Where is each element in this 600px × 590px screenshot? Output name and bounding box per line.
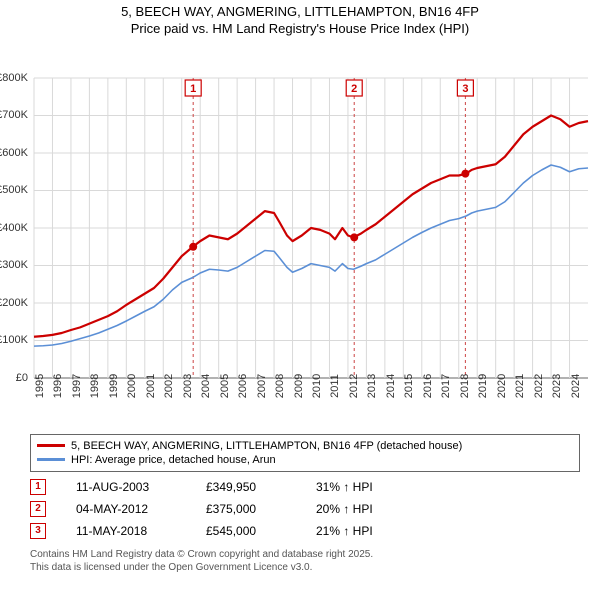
x-axis-tick-label: 2006 [237, 374, 249, 398]
svg-text:1: 1 [190, 83, 196, 95]
legend-item: 5, BEECH WAY, ANGMERING, LITTLEHAMPTON, … [37, 439, 573, 453]
legend-item: HPI: Average price, detached house, Arun [37, 453, 573, 467]
legend-swatch [37, 444, 65, 447]
y-axis-tick-label: £400K [0, 222, 28, 234]
svg-text:3: 3 [462, 83, 468, 95]
legend: 5, BEECH WAY, ANGMERING, LITTLEHAMPTON, … [30, 434, 580, 472]
x-axis-tick-label: 2012 [348, 374, 360, 398]
x-axis-tick-label: 2000 [126, 374, 138, 398]
sale-marker-box: 3 [30, 523, 46, 539]
sale-marker-box: 1 [30, 479, 46, 495]
x-axis-tick-label: 2024 [570, 374, 582, 398]
chart-container: { "title_line1": "5, BEECH WAY, ANGMERIN… [0, 0, 600, 574]
x-axis-tick-label: 2020 [496, 374, 508, 398]
x-axis-tick-label: 2016 [422, 374, 434, 398]
x-axis-tick-label: 1996 [52, 374, 64, 398]
sale-row: 2 04-MAY-2012 £375,000 20% ↑ HPI [30, 498, 580, 520]
svg-text:2: 2 [351, 83, 357, 95]
x-axis-tick-label: 2021 [514, 374, 526, 398]
x-axis-tick-label: 2010 [311, 374, 323, 398]
x-axis-tick-label: 2003 [182, 374, 194, 398]
x-axis-tick-label: 2007 [256, 374, 268, 398]
y-axis-tick-label: £200K [0, 297, 28, 309]
y-axis-tick-label: £800K [0, 72, 28, 84]
sale-price: £375,000 [206, 502, 286, 516]
sale-row: 1 11-AUG-2003 £349,950 31% ↑ HPI [30, 476, 580, 498]
sale-price: £349,950 [206, 480, 286, 494]
x-axis-tick-label: 2004 [200, 374, 212, 398]
x-axis-tick-label: 2008 [274, 374, 286, 398]
x-axis-tick-label: 1999 [108, 374, 120, 398]
y-axis-tick-label: £600K [0, 147, 28, 159]
x-axis-tick-label: 2022 [533, 374, 545, 398]
x-axis-tick-label: 2018 [459, 374, 471, 398]
chart-plot-area: 1 2 3 £0 £100K £200K £300K £400K £500K £600K £700… [0, 38, 600, 428]
footer-line-1: Contains HM Land Registry data © Crown c… [30, 548, 580, 561]
x-axis-tick-label: 2014 [385, 374, 397, 398]
x-axis-tick-label: 2013 [366, 374, 378, 398]
y-axis-tick-label: £300K [0, 259, 28, 271]
y-axis-tick-label: £700K [0, 109, 28, 121]
sale-hpi: 21% ↑ HPI [316, 524, 416, 538]
x-axis-tick-label: 1997 [71, 374, 83, 398]
legend-label: HPI: Average price, detached house, Arun [71, 454, 276, 466]
x-axis-tick-label: 2005 [219, 374, 231, 398]
sale-date: 04-MAY-2012 [76, 502, 176, 516]
chart-title: 5, BEECH WAY, ANGMERING, LITTLEHAMPTON, … [0, 0, 600, 38]
x-axis-tick-label: 2023 [551, 374, 563, 398]
chart-svg: 1 2 3 [0, 38, 600, 428]
title-line-2: Price paid vs. HM Land Registry's House … [0, 21, 600, 38]
x-axis-tick-label: 2009 [293, 374, 305, 398]
sale-row: 3 11-MAY-2018 £545,000 21% ↑ HPI [30, 520, 580, 542]
x-axis-tick-label: 2002 [163, 374, 175, 398]
sale-price: £545,000 [206, 524, 286, 538]
x-axis-tick-label: 2001 [145, 374, 157, 398]
legend-swatch [37, 458, 65, 461]
sale-hpi: 31% ↑ HPI [316, 480, 416, 494]
title-line-1: 5, BEECH WAY, ANGMERING, LITTLEHAMPTON, … [0, 4, 600, 21]
sale-date: 11-AUG-2003 [76, 480, 176, 494]
x-axis-tick-label: 1995 [34, 374, 46, 398]
y-axis-tick-label: £0 [16, 372, 28, 384]
footer-attribution: Contains HM Land Registry data © Crown c… [30, 548, 580, 574]
x-axis-tick-label: 2019 [477, 374, 489, 398]
sale-hpi: 20% ↑ HPI [316, 502, 416, 516]
sale-marker-box: 2 [30, 501, 46, 517]
x-axis-tick-label: 2015 [403, 374, 415, 398]
sales-table: 1 11-AUG-2003 £349,950 31% ↑ HPI 2 04-MAY-201… [30, 476, 580, 542]
x-axis-tick-label: 2017 [440, 374, 452, 398]
x-axis-tick-label: 2011 [329, 374, 341, 398]
footer-line-2: This data is licensed under the Open Gov… [30, 561, 580, 574]
y-axis-tick-label: £500K [0, 184, 28, 196]
x-axis-tick-label: 1998 [89, 374, 101, 398]
sale-date: 11-MAY-2018 [76, 524, 176, 538]
legend-label: 5, BEECH WAY, ANGMERING, LITTLEHAMPTON, … [71, 440, 462, 452]
y-axis-tick-label: £100K [0, 334, 28, 346]
